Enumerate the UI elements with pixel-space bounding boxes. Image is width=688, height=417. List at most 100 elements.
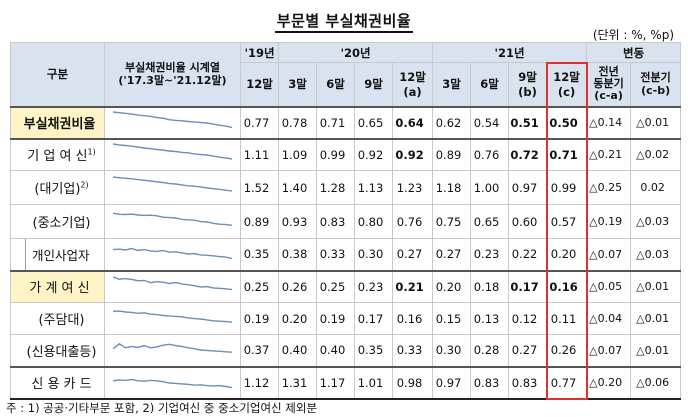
value-cell: 0.65 xyxy=(354,105,393,139)
value-cell: 0.12 xyxy=(508,302,548,335)
value-cell: 0.65 xyxy=(470,204,510,239)
value-cell: 1.11 xyxy=(240,137,279,171)
change-qoq-cell: 0.02 xyxy=(630,170,682,205)
change-qoq-cell: △0.01 xyxy=(630,302,682,335)
value-cell: 0.64 xyxy=(391,105,434,139)
table-row: 부실채권비율 0.77 0.78 0.71 0.65 0.64 0.62 0.54 0.51 0.… xyxy=(10,105,682,139)
value-cell: 0.76 xyxy=(470,137,510,171)
value-cell: 0.21 xyxy=(391,269,434,303)
change-qoq-cell: △0.01 xyxy=(630,334,682,367)
change-yoy-cell: △0.07 xyxy=(586,334,632,367)
value-cell: 0.20 xyxy=(432,269,472,303)
value-cell: 0.11 xyxy=(546,302,588,335)
value-cell: 0.26 xyxy=(546,334,588,367)
sparkline-cell xyxy=(104,238,241,271)
value-cell: 0.77 xyxy=(240,105,279,139)
value-cell: 0.40 xyxy=(278,334,317,367)
value-cell: 0.37 xyxy=(240,334,279,367)
sparkline-cell xyxy=(104,105,241,139)
unit-label: (단위 : %, %p) xyxy=(592,28,674,42)
table-row: (중소기업) 0.89 0.93 0.83 0.80 0.76 0.75 0.65 0.60 0.… xyxy=(10,204,682,239)
value-cell: 0.62 xyxy=(432,105,472,139)
subheader-cell: 3말 xyxy=(278,62,317,107)
value-cell: 0.99 xyxy=(546,170,588,205)
value-cell: 1.13 xyxy=(354,170,393,205)
value-cell: 0.80 xyxy=(354,204,393,239)
value-cell: 0.92 xyxy=(354,137,393,171)
subheader-cell: 9말 xyxy=(354,62,393,107)
row-label: 기 업 여 신1) xyxy=(10,137,105,171)
value-cell: 0.23 xyxy=(354,269,393,303)
value-cell: 0.60 xyxy=(508,204,548,239)
change-qoq-cell: △0.01 xyxy=(630,105,682,139)
value-cell: 0.23 xyxy=(470,238,510,271)
sparkline-path xyxy=(112,175,233,192)
header-gubun: 구분 xyxy=(10,42,105,107)
value-cell: 0.89 xyxy=(240,204,279,239)
value-cell: 0.33 xyxy=(391,334,434,367)
value-cell: 0.54 xyxy=(470,105,510,139)
table-row: (대기업)2) 1.52 1.40 1.28 1.13 1.23 1.18 1.00 0.97 0… xyxy=(10,170,682,205)
value-cell: 0.77 xyxy=(546,365,588,400)
sparkline-cell xyxy=(104,365,241,400)
value-cell: 0.25 xyxy=(316,269,355,303)
sparkline xyxy=(112,378,233,388)
value-cell: 0.71 xyxy=(316,105,355,139)
value-cell: 0.75 xyxy=(432,204,472,239)
value-cell: 0.97 xyxy=(508,170,548,205)
value-cell: 0.27 xyxy=(432,238,472,271)
value-cell: 0.97 xyxy=(432,365,472,400)
value-cell: 0.27 xyxy=(508,334,548,367)
row-label: (중소기업) xyxy=(10,204,105,239)
sparkline-path xyxy=(112,212,233,226)
value-cell: 0.72 xyxy=(508,137,548,171)
subheader-cell: 12말 (c) xyxy=(546,62,588,107)
table-row: 기 업 여 신1) 1.11 1.09 0.99 0.92 0.92 0.89 0.76 0.7… xyxy=(10,137,682,171)
value-cell: 0.30 xyxy=(432,334,472,367)
value-cell: 0.19 xyxy=(316,302,355,335)
change-yoy-cell: △0.20 xyxy=(586,365,632,400)
sparkline-cell xyxy=(104,204,241,239)
value-cell: 0.89 xyxy=(432,137,472,171)
value-cell: 0.19 xyxy=(240,302,279,335)
value-cell: 0.83 xyxy=(470,365,510,400)
sparkline xyxy=(112,110,233,128)
row-label: (주담대) xyxy=(10,302,105,335)
value-cell: 1.09 xyxy=(278,137,317,171)
change-yoy-cell: △0.04 xyxy=(586,302,632,335)
value-cell: 0.98 xyxy=(391,365,434,400)
sparkline-cell xyxy=(104,170,241,205)
change-yoy-cell: △0.19 xyxy=(586,204,632,239)
row-label: (신용대출등) xyxy=(10,334,105,367)
sparkline xyxy=(112,343,232,354)
subheader-cell: 3말 xyxy=(432,62,472,107)
subheader-cell: 12말 xyxy=(240,62,279,107)
value-cell: 0.18 xyxy=(470,269,510,303)
value-cell: 0.57 xyxy=(546,204,588,239)
value-cell: 0.27 xyxy=(391,238,434,271)
value-cell: 0.35 xyxy=(240,238,279,271)
table-row: (신용대출등) 0.37 0.40 0.40 0.35 0.33 0.30 0.28 0.27 0… xyxy=(10,334,682,367)
value-cell: 0.35 xyxy=(354,334,393,367)
subheader-cell: 9말 (b) xyxy=(508,62,548,107)
sparkline xyxy=(112,143,233,160)
sparkline-cell xyxy=(104,269,241,303)
subheader-cell: 6말 xyxy=(316,62,355,107)
sparkline-path xyxy=(112,343,232,354)
value-cell: 1.12 xyxy=(240,365,279,400)
header-year-19: '19년 xyxy=(240,42,279,63)
value-cell: 1.28 xyxy=(316,170,355,205)
change-yoy-cell: △0.07 xyxy=(586,238,632,271)
change-qoq-cell: △0.01 xyxy=(630,269,682,303)
sparkline xyxy=(113,248,233,260)
sparkline-path xyxy=(112,143,233,160)
value-cell: 0.13 xyxy=(470,302,510,335)
value-cell: 0.40 xyxy=(316,334,355,367)
value-cell: 0.50 xyxy=(546,105,588,139)
sparkline xyxy=(112,212,233,226)
subheader-cell: 12말 (a) xyxy=(391,62,434,107)
sparkline-path xyxy=(113,309,233,323)
npl-ratio-table: 구분 부실채권비율 시계열 ('17.3말~'21.12말) '19년 '20년… xyxy=(10,42,682,400)
table-row: 개인사업자 0.35 0.38 0.33 0.30 0.27 0.27 0.23 0.22 0.2… xyxy=(10,238,682,271)
row-label: 신 용 카 드 xyxy=(10,365,105,400)
